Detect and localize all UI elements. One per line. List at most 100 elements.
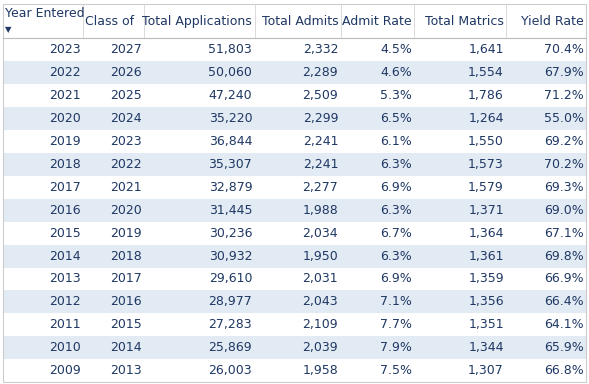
Text: 2016: 2016 (49, 204, 80, 217)
Text: 30,236: 30,236 (209, 227, 252, 240)
Text: 66.4%: 66.4% (544, 295, 584, 308)
Text: 71.2%: 71.2% (544, 89, 584, 102)
Text: 67.9%: 67.9% (544, 66, 584, 79)
Text: 2011: 2011 (49, 318, 80, 331)
Bar (3, 107, 586, 130)
Bar (3, 38, 586, 61)
Text: 6.9%: 6.9% (380, 273, 412, 285)
Bar (3, 4, 586, 38)
Text: 2,241: 2,241 (303, 135, 338, 148)
Bar (3, 153, 586, 176)
Text: 1,361: 1,361 (468, 250, 504, 263)
Text: 2017: 2017 (49, 181, 80, 194)
Text: 2019: 2019 (110, 227, 142, 240)
Text: 2009: 2009 (49, 364, 80, 377)
Text: 2014: 2014 (49, 250, 80, 263)
Text: 70.2%: 70.2% (544, 158, 584, 171)
Text: 2,289: 2,289 (303, 66, 338, 79)
Text: 36,844: 36,844 (209, 135, 252, 148)
Text: 1,641: 1,641 (468, 43, 504, 56)
Text: 6.9%: 6.9% (380, 181, 412, 194)
Text: 7.5%: 7.5% (380, 364, 412, 377)
Bar (3, 359, 586, 382)
Text: 2,034: 2,034 (303, 227, 338, 240)
Text: 2,509: 2,509 (302, 89, 338, 102)
Text: 2024: 2024 (110, 112, 142, 125)
Bar (3, 130, 586, 153)
Bar (3, 61, 586, 84)
Text: 65.9%: 65.9% (544, 341, 584, 354)
Bar (3, 245, 586, 268)
Text: 27,283: 27,283 (209, 318, 252, 331)
Text: 50,060: 50,060 (209, 66, 252, 79)
Bar (3, 199, 586, 222)
Text: 2,332: 2,332 (303, 43, 338, 56)
Text: Total Admits: Total Admits (262, 15, 338, 28)
Text: 7.9%: 7.9% (380, 341, 412, 354)
Text: 2013: 2013 (49, 273, 80, 285)
Text: 2,109: 2,109 (303, 318, 338, 331)
Text: 2,043: 2,043 (303, 295, 338, 308)
Text: 6.1%: 6.1% (380, 135, 412, 148)
Text: 1,344: 1,344 (468, 341, 504, 354)
Text: 1,307: 1,307 (468, 364, 504, 377)
Text: 69.3%: 69.3% (544, 181, 584, 194)
Text: 67.1%: 67.1% (544, 227, 584, 240)
Text: 2026: 2026 (110, 66, 142, 79)
Text: 1,950: 1,950 (302, 250, 338, 263)
Text: Yield Rate: Yield Rate (521, 15, 584, 28)
Text: 66.8%: 66.8% (544, 364, 584, 377)
Text: 64.1%: 64.1% (544, 318, 584, 331)
Text: Year Entered: Year Entered (5, 7, 85, 20)
Text: 2013: 2013 (110, 364, 142, 377)
Text: 32,879: 32,879 (209, 181, 252, 194)
Text: 69.0%: 69.0% (544, 204, 584, 217)
Bar (3, 268, 586, 290)
Text: 47,240: 47,240 (209, 89, 252, 102)
Text: 2012: 2012 (49, 295, 80, 308)
Text: 5.3%: 5.3% (380, 89, 412, 102)
Text: 2,277: 2,277 (302, 181, 338, 194)
Text: Total Applications: Total Applications (143, 15, 252, 28)
Text: 2019: 2019 (49, 135, 80, 148)
Bar (3, 176, 586, 199)
Text: 2010: 2010 (49, 341, 80, 354)
Text: 2022: 2022 (49, 66, 80, 79)
Text: 2021: 2021 (49, 89, 80, 102)
Text: 69.2%: 69.2% (544, 135, 584, 148)
Text: 70.4%: 70.4% (544, 43, 584, 56)
Text: 2,031: 2,031 (303, 273, 338, 285)
Text: 2,299: 2,299 (303, 112, 338, 125)
Text: Total Matrics: Total Matrics (425, 15, 504, 28)
Text: 2020: 2020 (110, 204, 142, 217)
Text: 6.5%: 6.5% (380, 112, 412, 125)
Text: 1,356: 1,356 (468, 295, 504, 308)
Text: 31,445: 31,445 (209, 204, 252, 217)
Bar (3, 336, 586, 359)
Text: Class of: Class of (85, 15, 134, 28)
Text: 2023: 2023 (110, 135, 142, 148)
Text: 55.0%: 55.0% (544, 112, 584, 125)
Text: 35,220: 35,220 (209, 112, 252, 125)
Bar (3, 222, 586, 245)
Text: 6.7%: 6.7% (380, 227, 412, 240)
Text: 1,371: 1,371 (468, 204, 504, 217)
Text: 2016: 2016 (110, 295, 142, 308)
Text: 2020: 2020 (49, 112, 80, 125)
Text: 69.8%: 69.8% (544, 250, 584, 263)
Text: 6.3%: 6.3% (380, 250, 412, 263)
Text: 1,264: 1,264 (468, 112, 504, 125)
Bar (3, 84, 586, 107)
Text: 2017: 2017 (110, 273, 142, 285)
Text: 29,610: 29,610 (209, 273, 252, 285)
Text: 2023: 2023 (49, 43, 80, 56)
Text: 2,241: 2,241 (303, 158, 338, 171)
Text: 1,988: 1,988 (302, 204, 338, 217)
Text: 4.6%: 4.6% (380, 66, 412, 79)
Text: 2022: 2022 (110, 158, 142, 171)
Text: 1,351: 1,351 (468, 318, 504, 331)
Text: 1,554: 1,554 (468, 66, 504, 79)
Text: 1,573: 1,573 (468, 158, 504, 171)
Text: 6.3%: 6.3% (380, 204, 412, 217)
Text: 1,359: 1,359 (468, 273, 504, 285)
